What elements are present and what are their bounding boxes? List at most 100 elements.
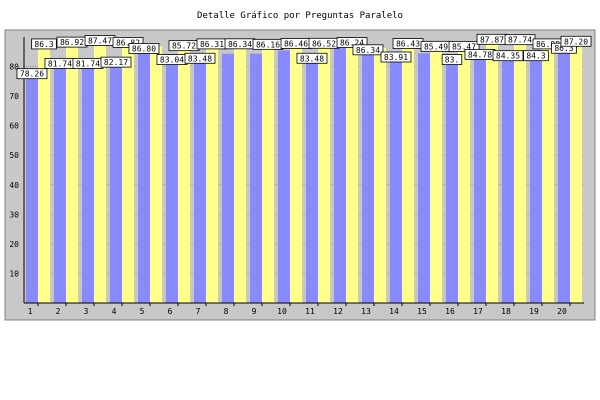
bar-series2-q14 [402, 47, 415, 304]
x-tick-label: 14 [389, 307, 399, 316]
data-label-group: 81.74 [72, 58, 104, 69]
data-label: 81.74 [48, 59, 72, 68]
x-tick-label: 20 [557, 307, 567, 316]
chart-title: Detalle Gráfico por Preguntas Paralelo [197, 11, 403, 21]
x-tick-label: 19 [529, 307, 539, 316]
data-label: 87.74 [508, 36, 532, 45]
y-tick-label: 50 [9, 151, 19, 160]
bar-series1-q18 [501, 53, 514, 304]
data-label-group: 78.26 [16, 68, 48, 80]
x-tick-label: 2 [56, 307, 61, 316]
bar-series2-q3 [94, 44, 107, 304]
data-label: 87.47 [88, 36, 112, 45]
data-label: 86.52 [312, 39, 336, 48]
data-label-group: 84.3 [523, 50, 549, 62]
data-label-group: 86.92 [56, 36, 88, 48]
data-label: 81.74 [76, 59, 100, 68]
data-label-group: 82.17 [100, 56, 132, 68]
data-label-group: 83.04 [156, 54, 188, 65]
data-label: 86.31 [200, 40, 224, 49]
data-label-box [128, 43, 160, 54]
data-label-box [112, 36, 144, 48]
x-tick-label: 11 [305, 307, 315, 316]
bar-series1-q13 [361, 47, 374, 303]
data-label-group: 86.82 [112, 36, 144, 48]
data-label: 86.3 [554, 44, 573, 53]
bar-series1-q5 [137, 46, 150, 304]
data-label: 85.49 [424, 42, 448, 51]
bar-series1-q8 [221, 53, 234, 304]
data-label-box [184, 52, 216, 64]
x-tick-label: 1 [28, 307, 33, 316]
data-label-group: 85.72 [168, 40, 200, 52]
bar-series1-q17 [473, 52, 486, 303]
data-label: 87.87 [480, 35, 504, 44]
bar-series1-q20 [557, 46, 570, 303]
data-label-box [492, 50, 524, 62]
bar-series1-q11 [305, 56, 318, 304]
bars [25, 43, 583, 304]
data-label-group: 83. [441, 54, 463, 65]
bar-series1-q14 [389, 54, 402, 304]
bar-series1-q15 [417, 53, 430, 303]
x-tick-label: 8 [224, 307, 229, 316]
bar-series1-q3 [81, 61, 94, 303]
data-label: 86.88 [536, 40, 560, 49]
bar-series2-q11 [318, 47, 331, 303]
data-label: 84.35 [496, 52, 520, 61]
bar-series2-q17 [486, 43, 499, 303]
y-tick-label: 40 [9, 181, 19, 190]
data-label: 85.72 [172, 42, 196, 51]
data-label-box [336, 37, 368, 48]
x-tick-label: 17 [473, 307, 483, 316]
data-label-box [448, 40, 480, 52]
data-label-group: 87.47 [84, 35, 116, 46]
data-label: 83.48 [188, 54, 212, 63]
bar-series2-q16 [458, 50, 471, 303]
bar-series1-q1 [25, 71, 38, 304]
data-label-box [296, 52, 328, 64]
x-tick-label: 15 [417, 307, 427, 316]
data-label: 83.48 [300, 54, 324, 63]
data-label-group: 86.52 [308, 37, 340, 49]
y-ticks: 10 20 30 40 50 60 70 80 [9, 63, 19, 279]
bar-series2-q10 [290, 47, 303, 304]
data-label-box [560, 35, 592, 47]
data-label: 82.17 [104, 58, 128, 67]
data-label-group: 86.46 [280, 38, 312, 49]
data-label: 84.78 [468, 50, 492, 59]
data-label: 85.47 [452, 42, 476, 51]
x-tick-label: 9 [252, 307, 257, 316]
bar-series2-q20 [570, 45, 583, 304]
bar-series1-q2 [53, 61, 66, 303]
data-label-group: 81.74 [44, 58, 76, 69]
data-label: 86.43 [396, 40, 420, 49]
bar-series1-q4 [109, 60, 122, 303]
data-label-group: 85.49 [420, 40, 452, 52]
bar-series2-q9 [262, 48, 275, 303]
y-tick-label: 10 [9, 269, 19, 278]
data-label-group: 86.31 [196, 38, 228, 50]
x-tick-label: 6 [168, 307, 173, 316]
bar-series2-q7 [206, 47, 219, 303]
data-label: 78.26 [20, 70, 44, 79]
data-label-group: 83.48 [184, 52, 216, 64]
data-label: 86.24 [340, 39, 364, 48]
data-label: 86.34 [228, 40, 252, 49]
data-label-group: 83.91 [380, 51, 412, 63]
y-tick-label: 20 [9, 240, 19, 249]
y-tick-label: 30 [9, 210, 19, 219]
data-label-group: 87.20 [560, 35, 592, 47]
data-label: 83.04 [160, 56, 184, 65]
bar-series2-q19 [542, 47, 555, 303]
x-tick-label: 7 [196, 307, 201, 316]
data-label: 87.20 [564, 37, 588, 46]
bar-series1-q7 [193, 56, 206, 304]
data-label-box [31, 38, 57, 50]
data-label-box [523, 50, 549, 62]
bar-series2-q8 [234, 47, 247, 303]
data-label-group: 85.47 [448, 40, 480, 52]
data-label-group: 86.34 [224, 38, 256, 50]
data-label: 84.3 [526, 52, 545, 61]
data-label: 86.82 [116, 38, 140, 47]
